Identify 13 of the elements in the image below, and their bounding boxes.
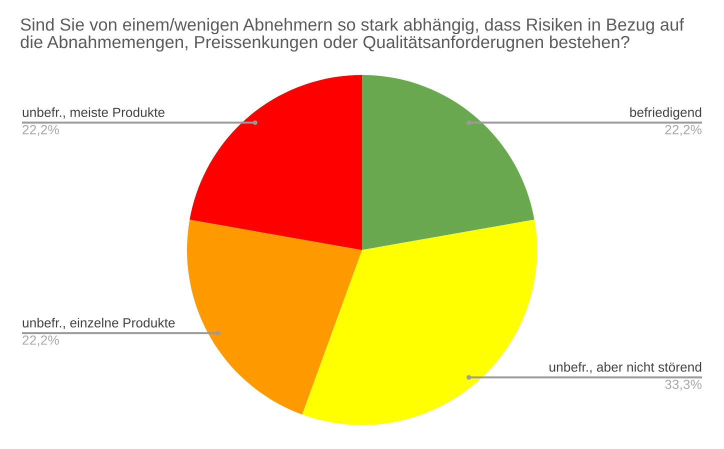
slice-label: unbefr., einzelne Produkte <box>22 318 175 330</box>
slice-label: unbefr., meiste Produkte <box>22 107 164 119</box>
pie-slice <box>302 220 537 425</box>
chart-title: Sind Sie von einem/wenigen Abnehmern so stark abhängig, dass Risiken in Bezug auf die Abnahmemengen, Preissenkungen oder Qualitätsanforderugnen bestehen? <box>20 18 684 52</box>
pie-slice <box>190 75 362 250</box>
slice-label: unbefr., aber nicht störend <box>550 362 702 374</box>
data-label: 33,3% <box>665 380 702 391</box>
data-label: 22,2% <box>22 335 59 346</box>
data-label: 22,2% <box>665 124 702 136</box>
pie-slice <box>187 220 362 414</box>
slice-label: befriedigend <box>630 107 702 120</box>
data-label: 22,2% <box>22 124 59 136</box>
pie-slice <box>362 75 534 250</box>
